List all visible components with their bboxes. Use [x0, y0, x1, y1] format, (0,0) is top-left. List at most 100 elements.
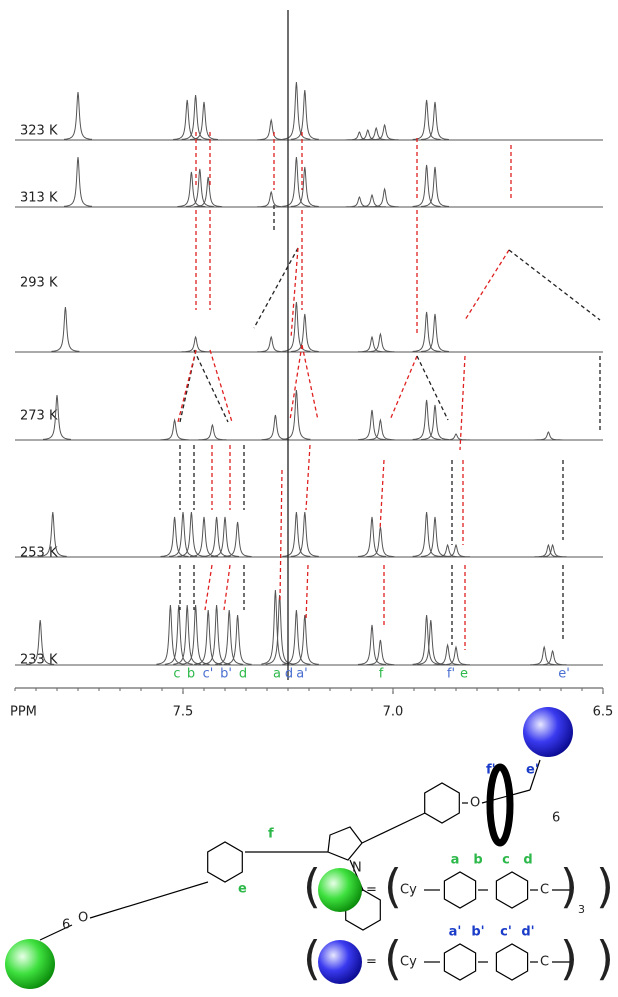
peak-label: d [285, 667, 293, 682]
paren: ) [596, 932, 614, 986]
label: 6 [552, 811, 560, 826]
ring-label: a' [449, 925, 462, 940]
bond [39, 924, 73, 941]
ring [495, 943, 529, 981]
peak [177, 511, 206, 557]
peak-label: e' [558, 667, 570, 682]
peak [190, 101, 218, 140]
peak [194, 176, 223, 208]
ring-label: b' [471, 925, 484, 940]
peak [198, 423, 227, 441]
paren: ( [384, 932, 402, 986]
peak [282, 511, 311, 557]
ring [443, 871, 477, 909]
peak [223, 614, 252, 665]
label: e [238, 882, 247, 897]
peak [189, 516, 219, 557]
peak [412, 511, 441, 557]
peak [358, 193, 386, 208]
atom: N [352, 861, 362, 876]
paren: ) [596, 860, 614, 914]
peak [420, 166, 450, 207]
ring [207, 841, 243, 883]
bond [529, 759, 541, 791]
paren: ) [560, 932, 578, 986]
macrocycle [486, 763, 514, 847]
peak-label: c [173, 667, 180, 682]
peak-label: a [273, 667, 281, 682]
peak [358, 335, 386, 353]
peak [215, 609, 244, 665]
peak [223, 521, 252, 557]
series-label: 273 K [20, 409, 58, 424]
label: f [268, 827, 274, 842]
atom: O [470, 796, 480, 811]
peak-label: e [460, 667, 468, 682]
subscript: 3 [578, 903, 585, 916]
series-label: 313 K [20, 191, 58, 206]
ring-label: a [451, 853, 460, 868]
peak [181, 335, 210, 353]
paren: ( [303, 932, 321, 986]
paren: ( [384, 860, 402, 914]
x-tick-label: 7.5 [173, 705, 194, 720]
peak [282, 81, 311, 140]
peak [290, 511, 319, 557]
peak [160, 516, 189, 557]
peak [530, 645, 559, 666]
peak [357, 516, 387, 557]
sphere [318, 940, 362, 984]
peak [164, 604, 193, 665]
series-label: 323 K [20, 124, 58, 139]
bond [89, 881, 209, 919]
atom: C [540, 955, 549, 970]
blue-sphere [523, 707, 573, 757]
ring-label: d' [521, 925, 534, 940]
peak [366, 526, 395, 558]
x-tick-label: 6.5 [593, 705, 614, 720]
peak [282, 156, 311, 207]
peak [282, 389, 311, 440]
peak [282, 609, 311, 665]
ring-label: c [502, 853, 510, 868]
peak [412, 399, 441, 440]
x-tick-label: 7.0 [383, 705, 404, 720]
peak [421, 313, 449, 352]
correlation-lines [177, 132, 601, 650]
cy: Cy [400, 883, 417, 898]
ring [327, 826, 363, 861]
peak [261, 589, 290, 665]
ring-label: d [523, 853, 532, 868]
label: f' [486, 763, 496, 778]
green-sphere [5, 939, 55, 989]
peak [156, 604, 185, 665]
peak [420, 516, 450, 557]
peak [357, 624, 387, 665]
peak-label: c' [203, 667, 214, 682]
bond [361, 812, 426, 844]
peak [538, 543, 567, 558]
peak [366, 639, 395, 666]
atom: C [540, 883, 549, 898]
peak [257, 118, 286, 141]
peak [181, 604, 210, 665]
peak [173, 604, 202, 665]
peak [421, 101, 449, 140]
peak [442, 645, 470, 666]
x-axis-label: PPM [10, 705, 37, 720]
peak [412, 164, 441, 207]
peak [412, 614, 441, 665]
sphere [318, 868, 362, 912]
structure: f' e' f e N O O 6 6 3a (=(CyC))abcd3(=(C… [5, 707, 614, 989]
ring-label: c' [500, 925, 512, 940]
peak [366, 418, 395, 441]
ring-label: b [473, 853, 482, 868]
peak-label: d [239, 667, 247, 682]
peak [173, 99, 202, 140]
peak-label: a' [296, 667, 308, 682]
peak-label: f' [447, 667, 455, 682]
peak [442, 433, 470, 441]
paren: ( [303, 860, 321, 914]
equals: = [366, 883, 377, 898]
peak [257, 190, 286, 208]
